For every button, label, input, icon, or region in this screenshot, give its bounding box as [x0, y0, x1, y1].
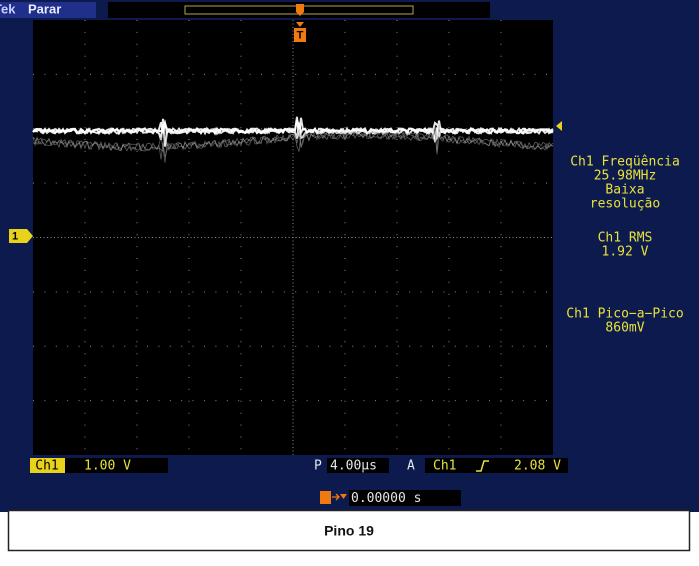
vertical-scale: 1.00 V	[84, 459, 131, 474]
measurement-line: 25.98MHz	[594, 169, 657, 184]
caption: Pino 19	[324, 523, 374, 539]
measurement-line: 860mV	[605, 321, 644, 336]
run-state: Parar	[28, 1, 61, 16]
time-label: P	[314, 459, 322, 474]
measurement-line: Baixa	[605, 183, 644, 198]
oscilloscope-capture: Tek Parar T 1 Ch1 Freqüência25.98MHzBaix…	[0, 0, 699, 562]
trigger-marker-label: T	[297, 29, 304, 41]
delay-value: 0.00000 s	[351, 491, 421, 506]
brand: Tek	[0, 1, 16, 16]
measurement-line: Ch1 Pico−a−Pico	[566, 307, 683, 322]
measurement-line: 1.92 V	[602, 245, 649, 260]
delay-icon	[320, 491, 331, 504]
measurement-line: Ch1 Freqüência	[570, 155, 680, 170]
measurement-line: Ch1 RMS	[598, 231, 653, 246]
page: Tek Parar T 1 Ch1 Freqüência25.98MHzBaix…	[0, 0, 699, 562]
channel-marker-label: 1	[12, 230, 18, 242]
channel-label: Ch1	[35, 459, 58, 474]
time-scale: 4.00µs	[330, 459, 377, 474]
measurement-line: resolução	[590, 197, 660, 212]
trigger-source: Ch1	[433, 459, 456, 474]
trigger-level: 2.08 V	[514, 459, 561, 474]
trigger-label: A	[407, 459, 415, 474]
